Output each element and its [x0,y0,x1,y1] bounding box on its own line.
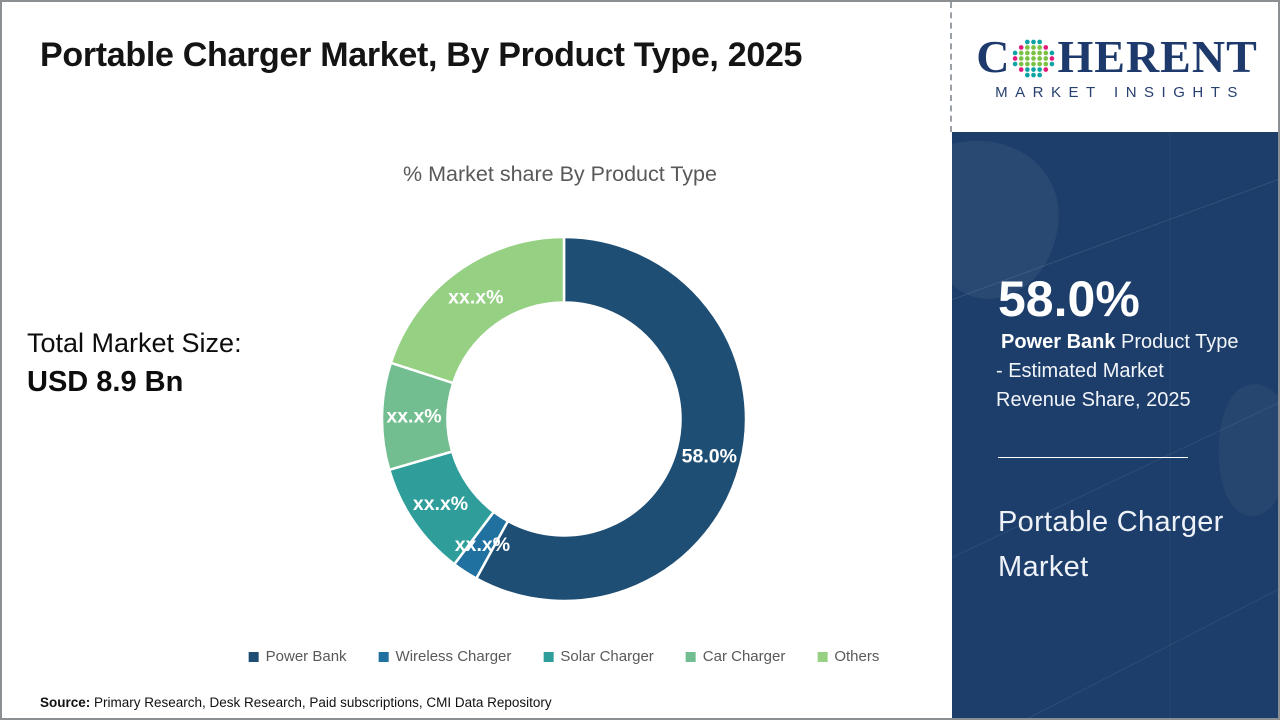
legend-label-wireless-charger: Wireless Charger [395,648,512,665]
source-note: Source: Primary Research, Desk Research,… [40,695,552,710]
source-label: Source: [40,695,91,710]
legend-label-power-bank: Power Bank [265,648,347,665]
sidebar-stat-description: Power Bank Product Type - Estimated Mark… [996,328,1276,415]
logo-letters-rest: HERENT [1057,30,1258,82]
sidebar-stat-value: 58.0% [998,271,1140,327]
legend-marker-solar-charger [543,651,554,662]
legend-item-wireless-charger: Wireless Charger [378,648,512,665]
donut-chart: 58.0% xx.x% xx.x% xx.x% xx.x% [380,235,748,603]
logo-wordmark: C HERENT [976,30,1258,82]
donut-slice-power-bank [475,235,748,603]
legend-marker-car-charger [685,651,696,662]
logo-tagline: MARKET INSIGHTS [995,83,1245,101]
page-title: Portable Charger Market, By Product Type… [40,36,803,74]
slice-label-wireless-charger: xx.x% [455,534,510,556]
company-logo: C HERENT MARKET INSIGHTS [952,2,1278,132]
sidebar-stat-line2: - Estimated Market [996,360,1164,382]
source-text: Primary Research, Desk Research, Paid su… [90,695,552,710]
sidebar-stat-segment-bold: Power Bank [1001,331,1116,353]
legend-item-power-bank: Power Bank [248,648,347,665]
total-market-size-value: USD 8.9 Bn [27,366,184,398]
legend-item-solar-charger: Solar Charger [543,648,654,665]
legend-label-car-charger: Car Charger [702,648,786,665]
world-map-texture [952,132,1278,718]
slice-label-others: xx.x% [448,287,503,309]
sidebar-market-name: Portable Charger Market [998,506,1224,583]
slice-label-power-bank: 58.0% [682,445,737,467]
legend-item-others: Others [817,648,879,665]
globe-dots-icon [1013,39,1055,78]
sidebar-panel: 58.0% Power Bank Product Type - Estimate… [952,132,1278,718]
legend-label-solar-charger: Solar Charger [560,648,654,665]
total-market-size-label: Total Market Size: [27,328,242,358]
legend-marker-power-bank [248,651,259,662]
header-divider [950,2,952,132]
legend-label-others: Others [834,648,880,665]
chart-legend: Power Bank Wireless Charger Solar Charger C… [248,648,879,665]
chart-title: % Market share By Product Type [403,162,717,186]
logo-letter-c: C [976,30,1011,82]
total-market-size-block: Total Market Size: USD 8.9 Bn [27,328,242,399]
legend-marker-others [817,651,828,662]
sidebar-divider [998,457,1188,458]
donut-slice-others [389,235,566,385]
legend-item-car-charger: Car Charger [685,648,786,665]
slice-label-solar-charger: xx.x% [413,493,468,515]
sidebar-stat-segment-rest: Product Type [1115,331,1239,353]
legend-marker-wireless-charger [378,651,389,662]
slice-label-car-charger: xx.x% [386,406,441,428]
sidebar-stat-line3: Revenue Share, 2025 [996,389,1191,411]
